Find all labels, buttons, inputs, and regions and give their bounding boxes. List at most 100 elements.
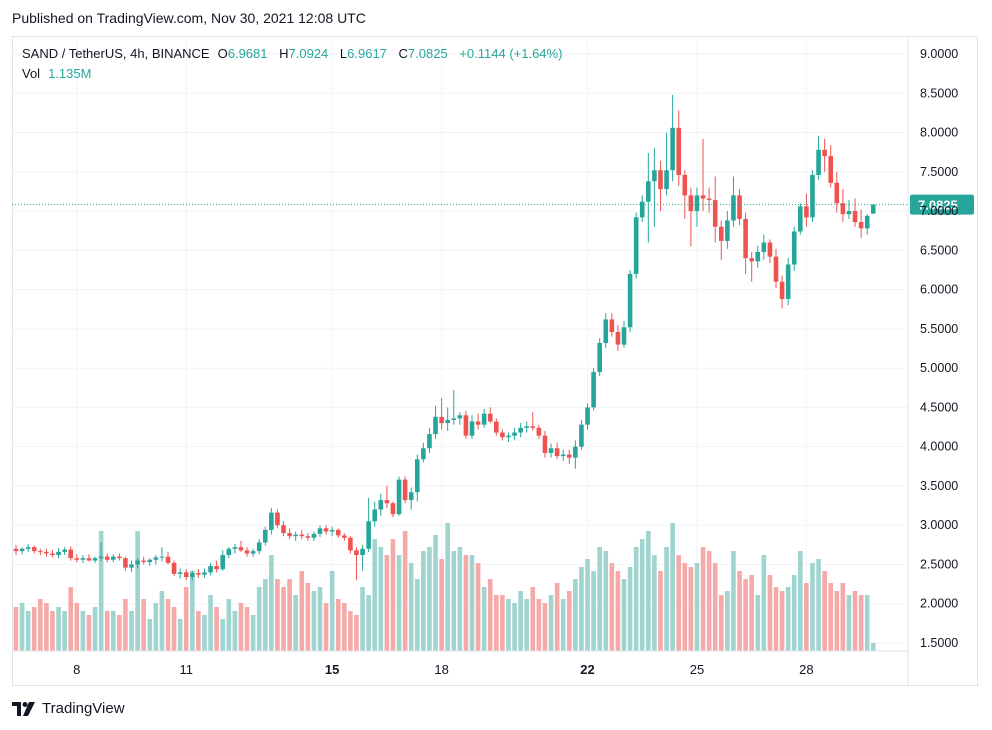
volume-bar xyxy=(445,523,450,651)
candle-body xyxy=(183,572,189,578)
candle xyxy=(761,234,767,260)
candle-body xyxy=(439,416,444,424)
price-tick-label: 8.5000 xyxy=(920,86,958,100)
candle-body xyxy=(62,549,67,552)
candle xyxy=(348,536,353,554)
volume-bar xyxy=(250,615,256,651)
volume-bar xyxy=(506,599,511,651)
volume-bar xyxy=(238,603,244,651)
candle-body xyxy=(725,220,730,241)
volume-bar xyxy=(798,551,803,651)
candle-body xyxy=(275,512,280,526)
candle xyxy=(749,251,754,282)
volume-bar xyxy=(378,547,384,651)
candle xyxy=(597,338,602,376)
candle-body xyxy=(354,550,359,556)
symbol-title[interactable]: SAND / TetherUS, 4h, BINANCE xyxy=(22,46,210,61)
candle xyxy=(755,245,761,268)
candle xyxy=(530,412,536,431)
candle-body xyxy=(506,435,511,438)
time-tick-label: 28 xyxy=(799,662,813,677)
candle xyxy=(816,135,821,180)
candle-body xyxy=(816,149,821,175)
candle-body xyxy=(360,548,365,556)
candle-body xyxy=(810,174,815,218)
candle-body xyxy=(44,551,49,554)
candle xyxy=(135,558,140,569)
candle-body xyxy=(627,273,633,328)
volume-bar xyxy=(244,607,250,651)
candle-body xyxy=(664,170,669,190)
candle xyxy=(828,145,834,188)
candle xyxy=(566,449,572,464)
candle-body xyxy=(238,547,244,551)
volume-bar xyxy=(299,571,305,651)
candle-body xyxy=(190,573,195,578)
candle-body xyxy=(31,547,37,552)
price-axis[interactable]: 9.0000 8.5000 8.0000 7.5000 7.0000 6.5000 6.00… xyxy=(907,36,958,686)
candle xyxy=(293,531,298,541)
candle xyxy=(214,560,219,573)
candle-body xyxy=(791,231,797,265)
candle-body xyxy=(743,218,748,259)
candle-body xyxy=(220,555,226,570)
candle xyxy=(317,525,323,537)
volume-bar xyxy=(183,587,189,651)
candle xyxy=(232,544,238,554)
candle-body xyxy=(86,558,92,561)
candlestick-chart[interactable]: 7.0825 9.0000 8.5000 8.0000 7.5000 7.0000 6.5… xyxy=(12,36,978,686)
candle-body xyxy=(785,264,791,300)
candle xyxy=(676,110,682,186)
candle xyxy=(469,415,475,439)
volume-bar xyxy=(141,599,146,651)
candle-body xyxy=(682,174,688,196)
candle xyxy=(25,544,31,552)
price-tick-label: 7.5000 xyxy=(920,165,958,179)
price-tick-label: 1.5000 xyxy=(920,636,958,650)
volume-bar xyxy=(92,607,98,651)
volume-bar xyxy=(110,611,116,651)
volume-bar xyxy=(804,583,809,651)
candle xyxy=(153,555,159,565)
candle xyxy=(457,412,463,425)
candle xyxy=(202,568,207,578)
candle xyxy=(536,424,542,439)
volume-bar xyxy=(317,587,323,651)
candle xyxy=(779,275,785,309)
volume-bar xyxy=(646,531,651,651)
candle-body xyxy=(299,534,305,537)
candle xyxy=(639,195,645,223)
volume-bar xyxy=(262,579,268,651)
time-tick-label: 18 xyxy=(434,662,448,677)
chart-frame xyxy=(12,36,978,686)
candle-body xyxy=(524,426,530,428)
price-tick-label: 6.5000 xyxy=(920,243,958,257)
candle-body xyxy=(518,427,523,433)
candle xyxy=(159,547,165,562)
volume-label[interactable]: Vol xyxy=(22,66,41,81)
price-tick-label: 2.5000 xyxy=(920,557,958,571)
volume-bar xyxy=(56,607,61,651)
candle xyxy=(439,397,444,430)
volume-bar xyxy=(615,571,621,651)
volume-bar xyxy=(390,539,396,651)
candle xyxy=(110,554,116,563)
candle-body xyxy=(123,558,128,568)
candle xyxy=(305,533,311,541)
candle-body xyxy=(390,503,396,515)
candle-body xyxy=(68,549,74,559)
candle-body xyxy=(196,573,201,575)
volume-bar xyxy=(38,599,43,651)
candle-body xyxy=(706,198,712,201)
candle-body xyxy=(560,454,566,457)
tradingview-logo-icon xyxy=(12,701,35,716)
volume-bar xyxy=(524,599,530,651)
candle xyxy=(737,189,742,226)
candle xyxy=(147,558,153,567)
time-axis[interactable]: 8 11 15 18 22 25 28 xyxy=(12,650,908,677)
volume-bar xyxy=(165,599,171,651)
candle-body xyxy=(38,551,43,553)
candle-body xyxy=(767,242,773,257)
volume-bar xyxy=(62,611,67,651)
candle xyxy=(323,525,329,535)
